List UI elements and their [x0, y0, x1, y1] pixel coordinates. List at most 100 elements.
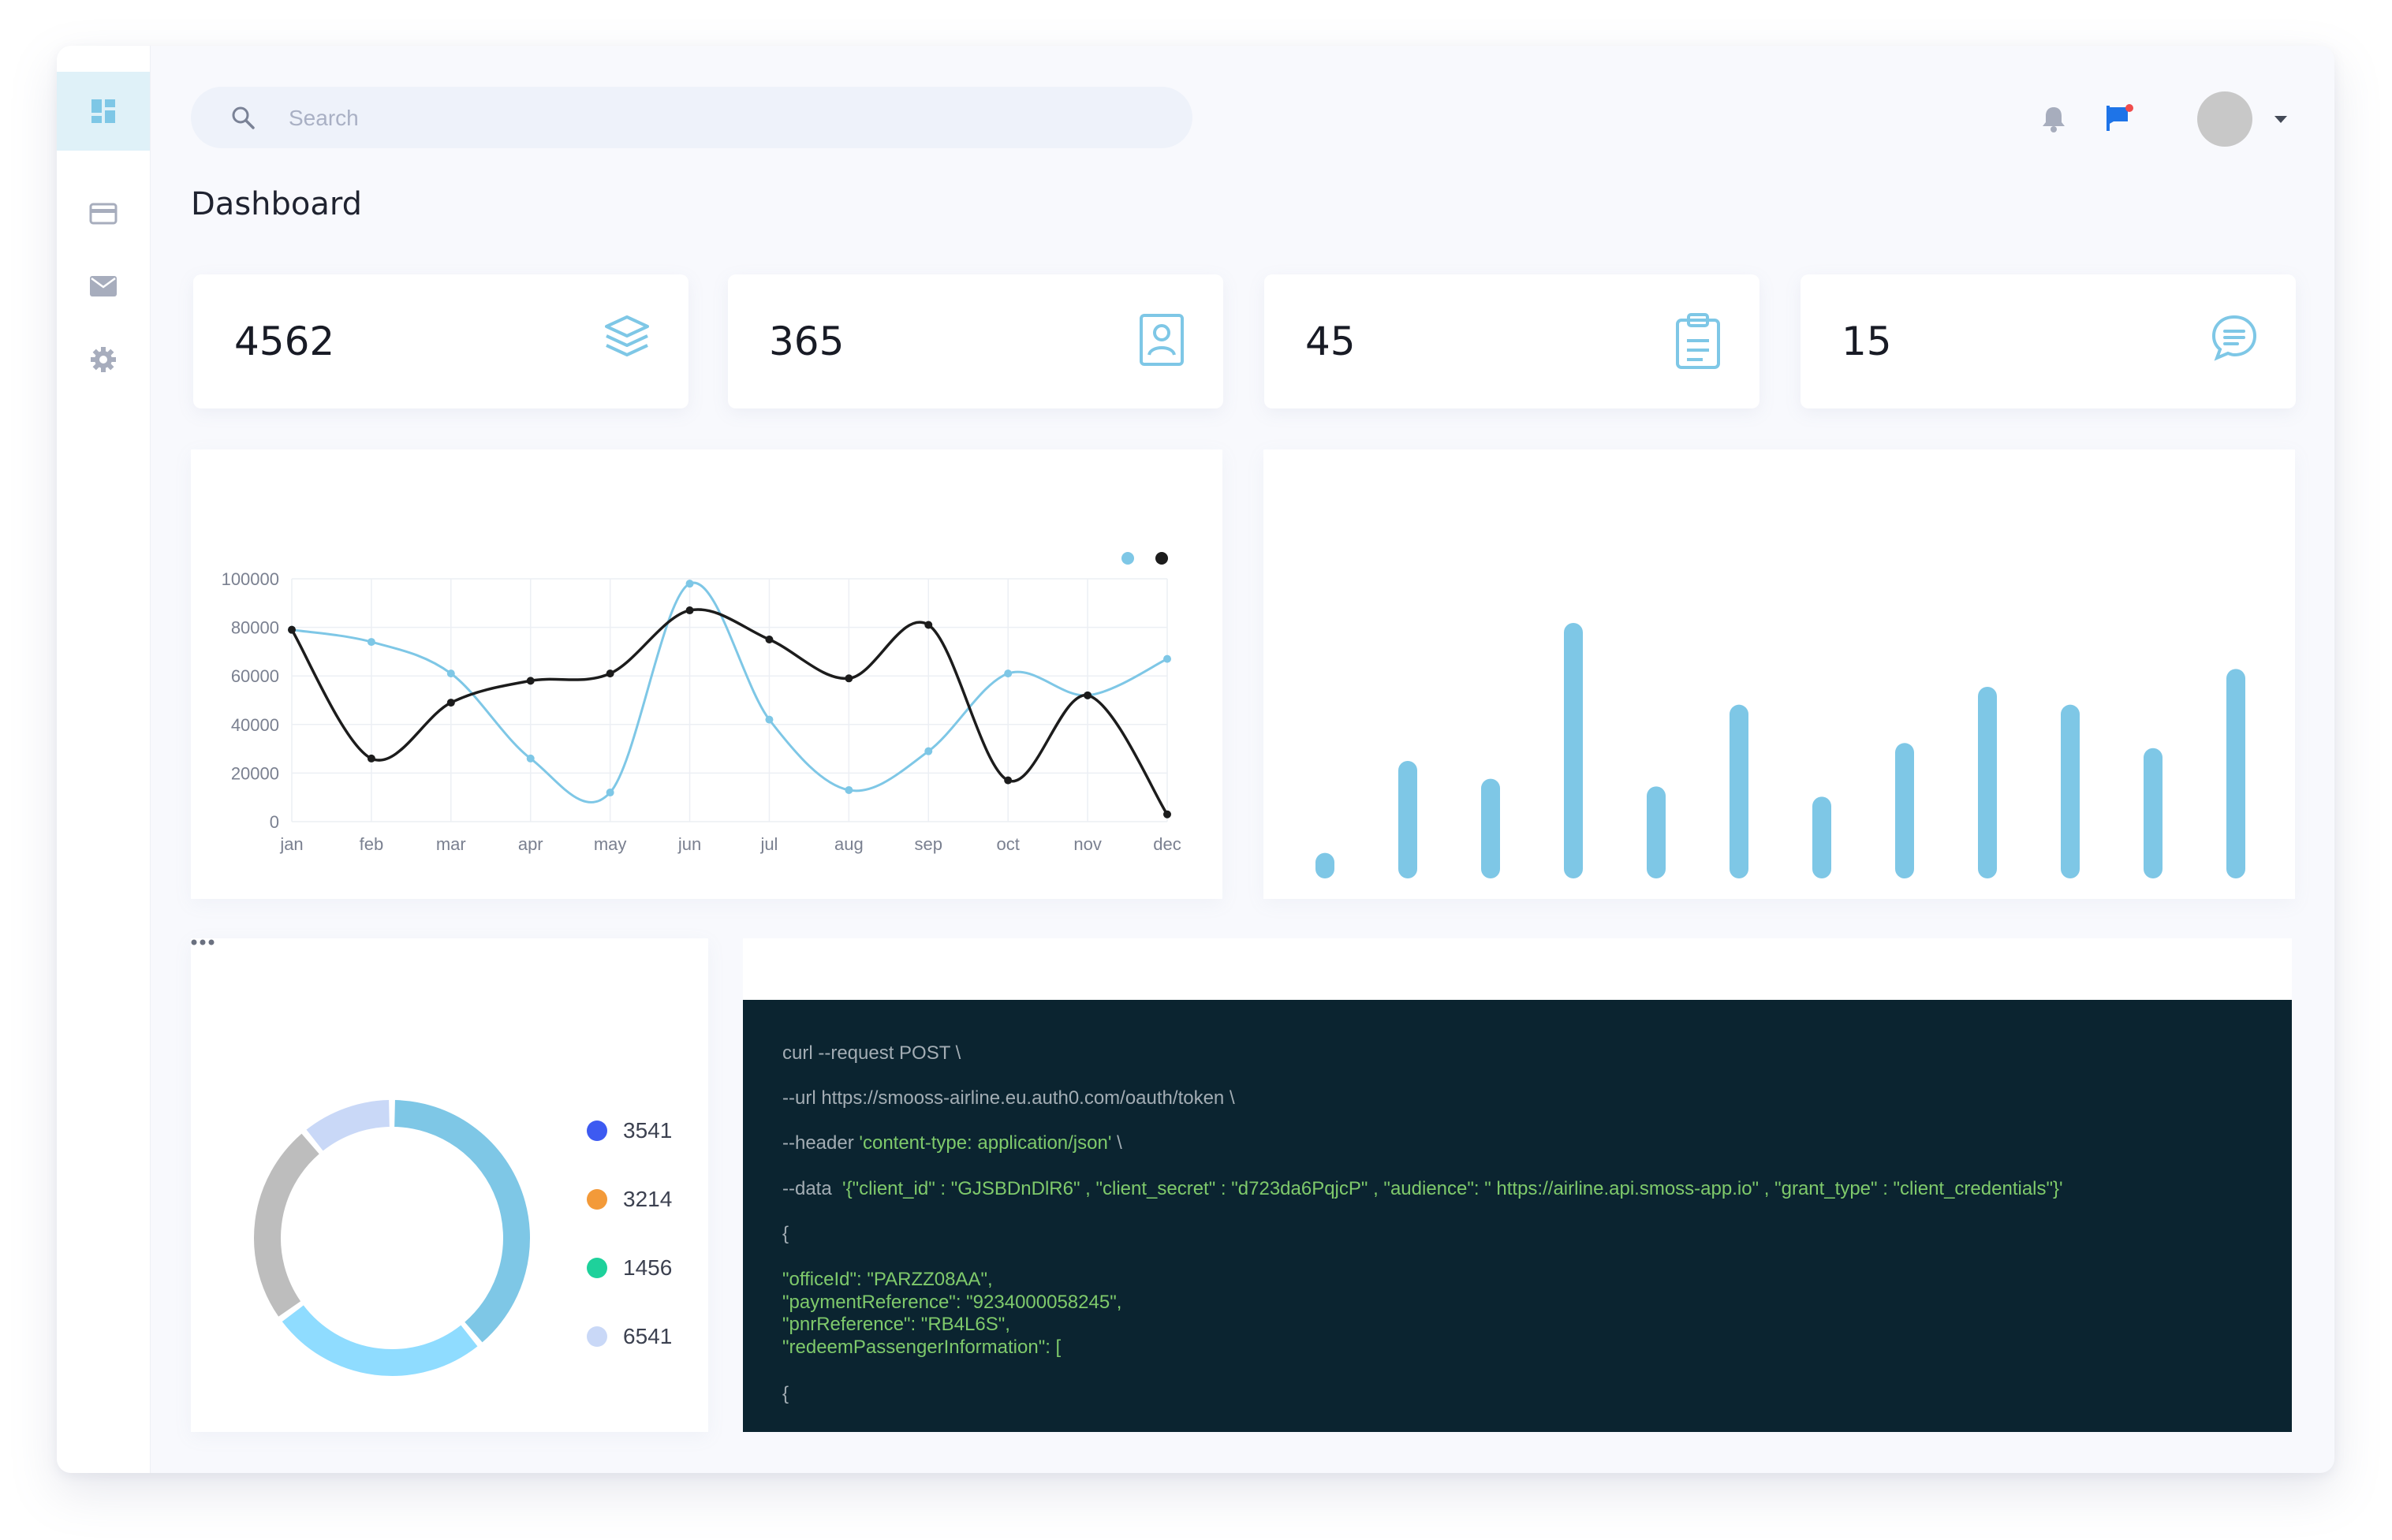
y-tick-label: 40000 [231, 715, 279, 735]
data-point [367, 638, 375, 647]
sidebar-item-cards[interactable] [57, 174, 150, 253]
data-point [1163, 810, 1171, 818]
page-title: Dashboard [191, 186, 363, 222]
data-point [1004, 776, 1013, 785]
bar [1398, 760, 1417, 878]
legend-dot [587, 1121, 607, 1141]
series-line [291, 581, 1168, 804]
legend-dot [1155, 552, 1168, 565]
legend-item: 3214 [587, 1184, 672, 1215]
data-point [526, 754, 535, 763]
x-tick-label: oct [997, 834, 1020, 854]
stat-card: 45 [1264, 274, 1759, 408]
data-point [367, 754, 375, 763]
caret-down-icon[interactable] [2273, 114, 2289, 125]
avatar[interactable] [2197, 91, 2252, 147]
bar [1895, 743, 1914, 878]
code-string: "pnrReference": "RB4L6S", [782, 1314, 1010, 1335]
x-tick-label: aug [834, 834, 864, 854]
stat-value: 45 [1305, 319, 1356, 364]
code-line: curl --request POST \ [782, 1042, 961, 1065]
sidebar-item-settings[interactable] [57, 320, 150, 399]
sidebar-item-dashboard[interactable] [57, 72, 150, 151]
x-tick-label: jun [677, 834, 701, 854]
y-tick-label: 0 [270, 812, 279, 832]
code-string: 'content-type: application/json' [859, 1132, 1112, 1154]
code-line: "pnrReference": "RB4L6S", [782, 1314, 1010, 1336]
data-point [1084, 691, 1092, 699]
flag-notification-icon[interactable] [2104, 103, 2136, 134]
data-point [1163, 654, 1171, 663]
sidebar-item-mail[interactable] [57, 247, 150, 326]
bar [1812, 796, 1831, 878]
credit-card-icon [89, 203, 118, 225]
donut-segment [282, 1305, 478, 1376]
code-line: --header 'content-type: application/json… [782, 1132, 1122, 1154]
x-tick-label: nov [1073, 834, 1101, 854]
donut-segment [394, 1100, 530, 1343]
series-line [290, 608, 1169, 815]
data-point [446, 699, 455, 707]
data-point [765, 636, 774, 643]
code-text: { [782, 1223, 789, 1244]
code-text: curl --request POST \ [782, 1042, 961, 1064]
bar [2144, 748, 2163, 878]
sidebar [57, 46, 151, 1473]
x-tick-label: jul [759, 834, 778, 854]
legend-value: 1456 [623, 1255, 673, 1280]
code-line: { [782, 1223, 789, 1245]
bar [1315, 852, 1334, 878]
data-point [685, 606, 694, 615]
code-text: --data [782, 1178, 843, 1199]
bar [1978, 687, 1997, 878]
stat-card: 15 [1801, 274, 2296, 408]
stat-value: 15 [1842, 319, 1892, 364]
data-point [845, 674, 853, 683]
code-line: --data '{"client_id" : "GJSBDnDlR6" , "c… [782, 1178, 2063, 1200]
stat-card: 4562 [193, 274, 688, 408]
data-point [765, 715, 774, 724]
code-line: { [782, 1383, 789, 1405]
legend-dot [587, 1189, 607, 1210]
search-icon [232, 106, 255, 129]
bar-chart: JanFebMarAprMayJunJulAugSepOctNovDec [1315, 623, 2245, 878]
donut-chart [254, 1100, 530, 1376]
code-panel: curl --request POST \ --url https://smoos… [743, 938, 2292, 1432]
code-text: --header [782, 1132, 860, 1154]
data-point [685, 580, 694, 588]
legend-item: 3541 [587, 1115, 672, 1147]
donut-segment [306, 1100, 390, 1151]
data-point [606, 789, 614, 797]
legend-dot [587, 1326, 607, 1347]
data-point [1004, 669, 1013, 678]
code-text: \ [1111, 1132, 1122, 1154]
y-tick-label: 20000 [231, 763, 279, 783]
stat-value: 4562 [234, 319, 335, 364]
search-bar[interactable] [191, 87, 1192, 148]
data-point [606, 669, 614, 678]
data-point [924, 747, 933, 755]
data-point [526, 677, 535, 685]
code-block: curl --request POST \ --url https://smoos… [743, 1000, 2292, 1432]
more-options-icon[interactable] [191, 938, 215, 946]
legend-item: 1456 [587, 1252, 672, 1284]
x-tick-label: jan [279, 834, 303, 854]
x-tick-label: sep [915, 834, 942, 854]
bell-icon[interactable] [2039, 104, 2068, 134]
y-tick-label: 80000 [231, 618, 279, 638]
legend-item: 6541 [587, 1321, 672, 1352]
donut-segment [254, 1133, 319, 1317]
search-input[interactable] [287, 98, 1158, 139]
app-window: Dashboard 4562 365 45 [57, 46, 2334, 1473]
donut-chart-panel: 3541 3214 1456 6541 [191, 938, 708, 1432]
bar [2226, 669, 2245, 878]
x-tick-label: mar [436, 834, 466, 854]
contact-book-icon [1140, 314, 1184, 366]
code-string: "paymentReference": "9234000058245", [782, 1292, 1122, 1313]
x-tick-label: feb [360, 834, 384, 854]
y-tick-label: 100000 [222, 569, 279, 589]
legend-value: 6541 [623, 1324, 673, 1348]
data-point [924, 621, 933, 629]
gear-icon [91, 347, 116, 372]
